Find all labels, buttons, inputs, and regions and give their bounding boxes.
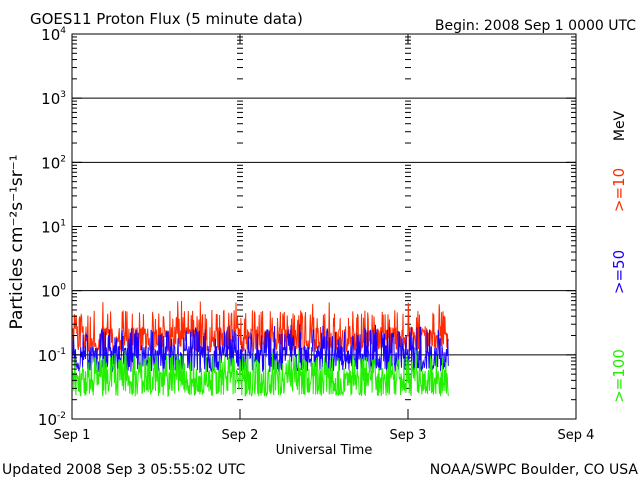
y-axis-label: Particles cm⁻²s⁻¹sr⁻¹ [7,154,27,329]
x-tick-label-1: Sep 2 [222,428,259,443]
y-tick-label-3: 101 [41,219,66,237]
legend: >=10 >=50 >=100 [610,168,628,403]
begin-label: Begin: 2008 Sep 1 0000 UTC [435,18,636,34]
y-tick-label-1: 103 [41,90,66,108]
series-line-0 [71,300,449,353]
y-tick-label-0: 104 [41,26,66,44]
source-credit: NOAA/SWPC Boulder, CO USA [430,462,639,478]
unit-label: MeV [612,110,628,141]
y-tick-label-4: 100 [41,283,66,301]
x-tick-label-3: Sep 4 [558,428,595,443]
updated-timestamp: Updated 2008 Sep 3 05:55:02 UTC [2,462,246,478]
x-axis-label: Universal Time [276,443,373,458]
x-tick-label-2: Sep 3 [390,428,427,443]
y-tick-label-5: 10-1 [38,347,66,365]
chart-title: GOES11 Proton Flux (5 minute data) [30,10,303,28]
legend-entry-0: >=10 [610,168,628,212]
axes [71,33,577,420]
legend-entry-2: >=100 [610,349,628,403]
series-line-2 [71,349,449,398]
series-group [71,300,449,398]
legend-entry-1: >=50 [610,250,628,294]
x-tick-label-0: Sep 1 [54,428,91,443]
series-line-1 [71,324,449,374]
y-tick-label-2: 102 [41,154,66,172]
y-tick-label-6: 10-2 [38,411,66,429]
